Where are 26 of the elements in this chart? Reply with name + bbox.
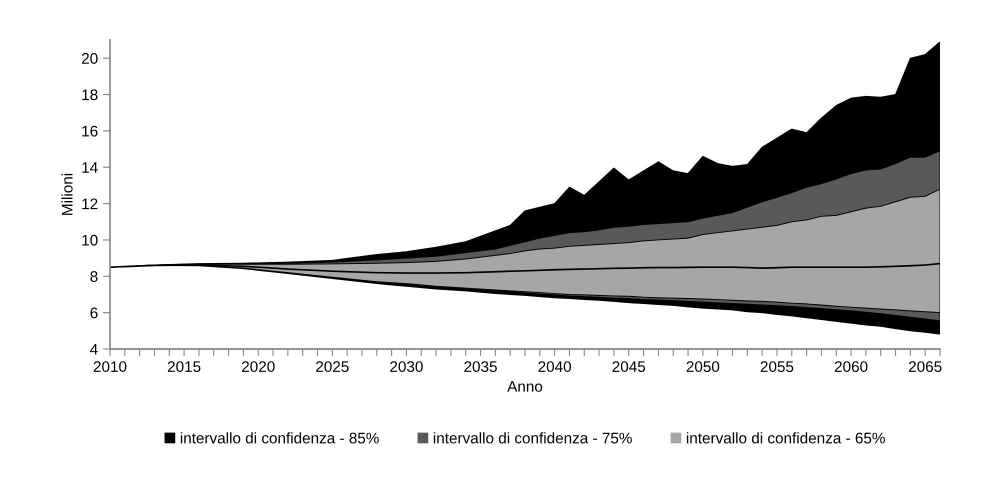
x-tick-label: 2060 — [834, 361, 868, 372]
y-tick-label: 14 — [82, 162, 98, 173]
y-tick-label: 12 — [82, 198, 98, 210]
y-tick-label: 8 — [90, 271, 98, 282]
x-tick-label: 2065 — [908, 361, 942, 372]
legend-label: intervallo di confidenza - 65% — [686, 432, 885, 444]
x-tick-label: 2020 — [242, 361, 275, 372]
x-tick-label: 2010 — [94, 361, 126, 372]
y-tick-label: 20 — [82, 53, 98, 64]
x-tick-label: 2035 — [464, 361, 497, 372]
legend-label: intervallo di confidenza - 85% — [180, 432, 379, 444]
x-tick-label: 2040 — [538, 361, 572, 372]
x-tick-label: 2025 — [316, 361, 349, 372]
x-tick-label: 2050 — [686, 361, 720, 372]
x-tick-label: 2030 — [390, 361, 423, 372]
y-tick-label: 6 — [90, 308, 98, 318]
x-tick-label: 2045 — [612, 361, 646, 372]
y-tick-label: 16 — [82, 126, 98, 137]
y-axis-title: Milioni — [61, 174, 73, 215]
y-tick-label: 18 — [82, 89, 98, 100]
y-tick-label: 10 — [82, 234, 98, 246]
y-tick-label: 4 — [90, 344, 98, 355]
x-axis-title: Anno — [507, 381, 542, 392]
legend-label: intervallo di confidenza - 75% — [434, 432, 632, 444]
x-tick-label: 2015 — [168, 361, 200, 372]
x-tick-label: 2055 — [760, 361, 794, 372]
